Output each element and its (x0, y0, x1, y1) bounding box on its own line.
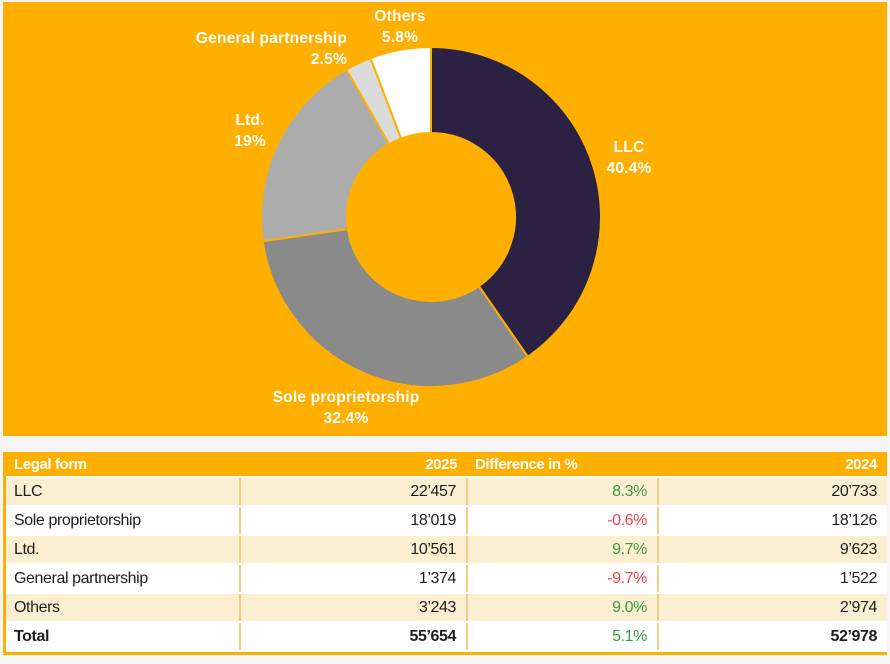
legal-form-table: Legal form 2025 Difference in % 2024 LLC… (6, 452, 887, 652)
chart-label-general-partnership: General partnership 2.5% (196, 28, 347, 70)
donut-segment-others (369, 45, 432, 140)
row-diff: -9.7% (467, 564, 659, 594)
table-row: Ltd. 10’561 9.7% 9’623 (6, 535, 887, 565)
table-row: LLC 22’457 8.3% 20’733 (6, 477, 887, 507)
header-legal-form: Legal form (6, 452, 240, 478)
table-row: General partnership 1’374 -9.7% 1’522 (6, 564, 887, 594)
donut-segment-llc (430, 45, 602, 359)
row-label: Ltd. (6, 535, 241, 565)
table-total-row: Total 55’654 5.1% 52’978 (6, 622, 887, 652)
chart-label-others: Others 5.8% (350, 6, 450, 48)
chart-label-ltd: Ltd. 19% (200, 110, 300, 152)
total-2025: 55’654 (240, 622, 468, 652)
row-diff: 9.0% (467, 593, 659, 623)
legal-form-table-container: Legal form 2025 Difference in % 2024 LLC… (3, 452, 887, 655)
chart-label-others-name: Others (374, 8, 426, 25)
row-2025: 3’243 (240, 593, 468, 623)
chart-label-llc-pct: 40.4% (606, 160, 652, 177)
row-2025: 10’561 (240, 535, 468, 565)
chart-label-sole-name: Sole proprietorship (272, 389, 420, 406)
row-2024: 2’974 (658, 593, 887, 623)
total-diff: 5.1% (467, 622, 659, 652)
chart-label-ltd-name: Ltd. (235, 112, 265, 129)
chart-label-gp-pct: 2.5% (310, 51, 347, 68)
row-2024: 9’623 (658, 535, 887, 565)
row-label: General partnership (6, 564, 241, 594)
row-2025: 18’019 (240, 506, 468, 536)
row-2024: 18’126 (658, 506, 887, 536)
total-2024: 52’978 (658, 622, 887, 652)
chart-label-ltd-pct: 19% (234, 133, 266, 150)
row-2024: 1’522 (658, 564, 887, 594)
row-diff: -0.6% (467, 506, 659, 536)
header-difference: Difference in % (467, 452, 658, 478)
row-2025: 1’374 (240, 564, 468, 594)
table-row: Sole proprietorship 18’019 -0.6% 18’126 (6, 506, 887, 536)
donut-segment-ltd- (260, 68, 391, 243)
row-2025: 22’457 (240, 477, 468, 507)
total-label: Total (6, 622, 241, 652)
row-label: Sole proprietorship (6, 506, 241, 536)
row-label: Others (6, 593, 241, 623)
header-2024: 2024 (658, 452, 887, 478)
donut-chart-panel: Others 5.8% General partnership 2.5% Ltd… (3, 2, 887, 436)
row-diff: 8.3% (467, 477, 659, 507)
row-2024: 20’733 (658, 477, 887, 507)
chart-label-sole-proprietorship: Sole proprietorship 32.4% (246, 387, 446, 429)
chart-label-llc: LLC 40.4% (579, 137, 679, 179)
chart-label-others-pct: 5.8% (381, 29, 419, 46)
chart-label-llc-name: LLC (613, 139, 645, 156)
row-diff: 9.7% (467, 535, 659, 565)
donut-chart (260, 45, 602, 388)
table-header-row: Legal form 2025 Difference in % 2024 (6, 452, 887, 478)
chart-label-gp-name: General partnership (195, 30, 347, 47)
chart-label-sole-pct: 32.4% (323, 410, 369, 427)
table-row: Others 3’243 9.0% 2’974 (6, 593, 887, 623)
donut-segment-sole-proprietorship (261, 227, 530, 388)
header-2025: 2025 (240, 452, 467, 478)
row-label: LLC (6, 477, 241, 507)
